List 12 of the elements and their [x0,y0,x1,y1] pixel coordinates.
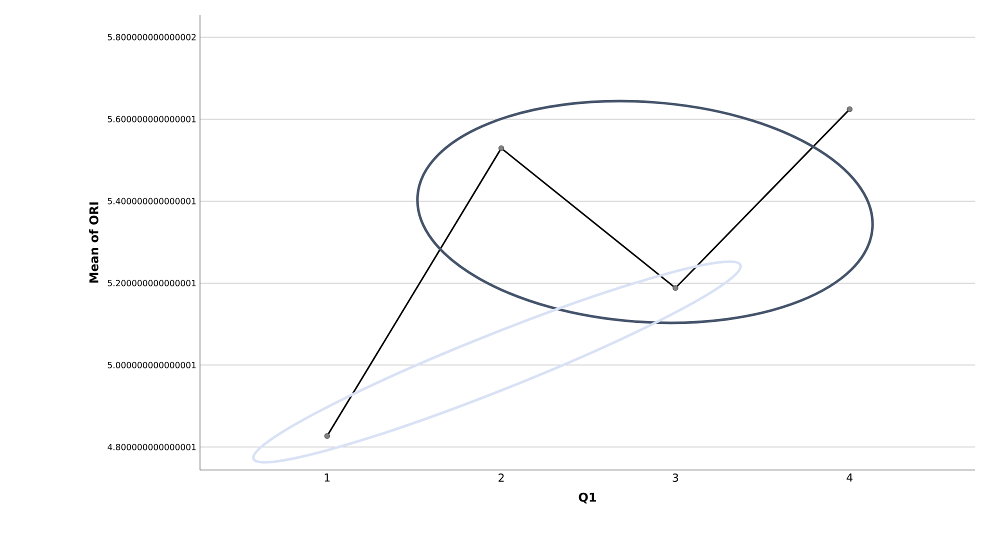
y-tick-label: 5.600000000000001 [108,116,196,122]
y-tick-label: 5.400000000000001 [108,198,196,204]
y-tick-label: 5.000000000000001 [108,362,196,368]
y-tick-label: 5.200000000000001 [108,280,196,286]
x-tick-label: 1 [324,474,330,482]
y-tick-label: 4.800000000000001 [108,444,196,450]
y-tick-label: 5.800000000000002 [108,34,196,40]
x-axis-title: Q1 [578,492,596,504]
x-tick-label: 2 [498,474,504,482]
y-axis-title: Mean of ORI [89,202,98,283]
x-tick-label: 3 [672,474,678,482]
x-tick-label: 4 [846,474,853,482]
